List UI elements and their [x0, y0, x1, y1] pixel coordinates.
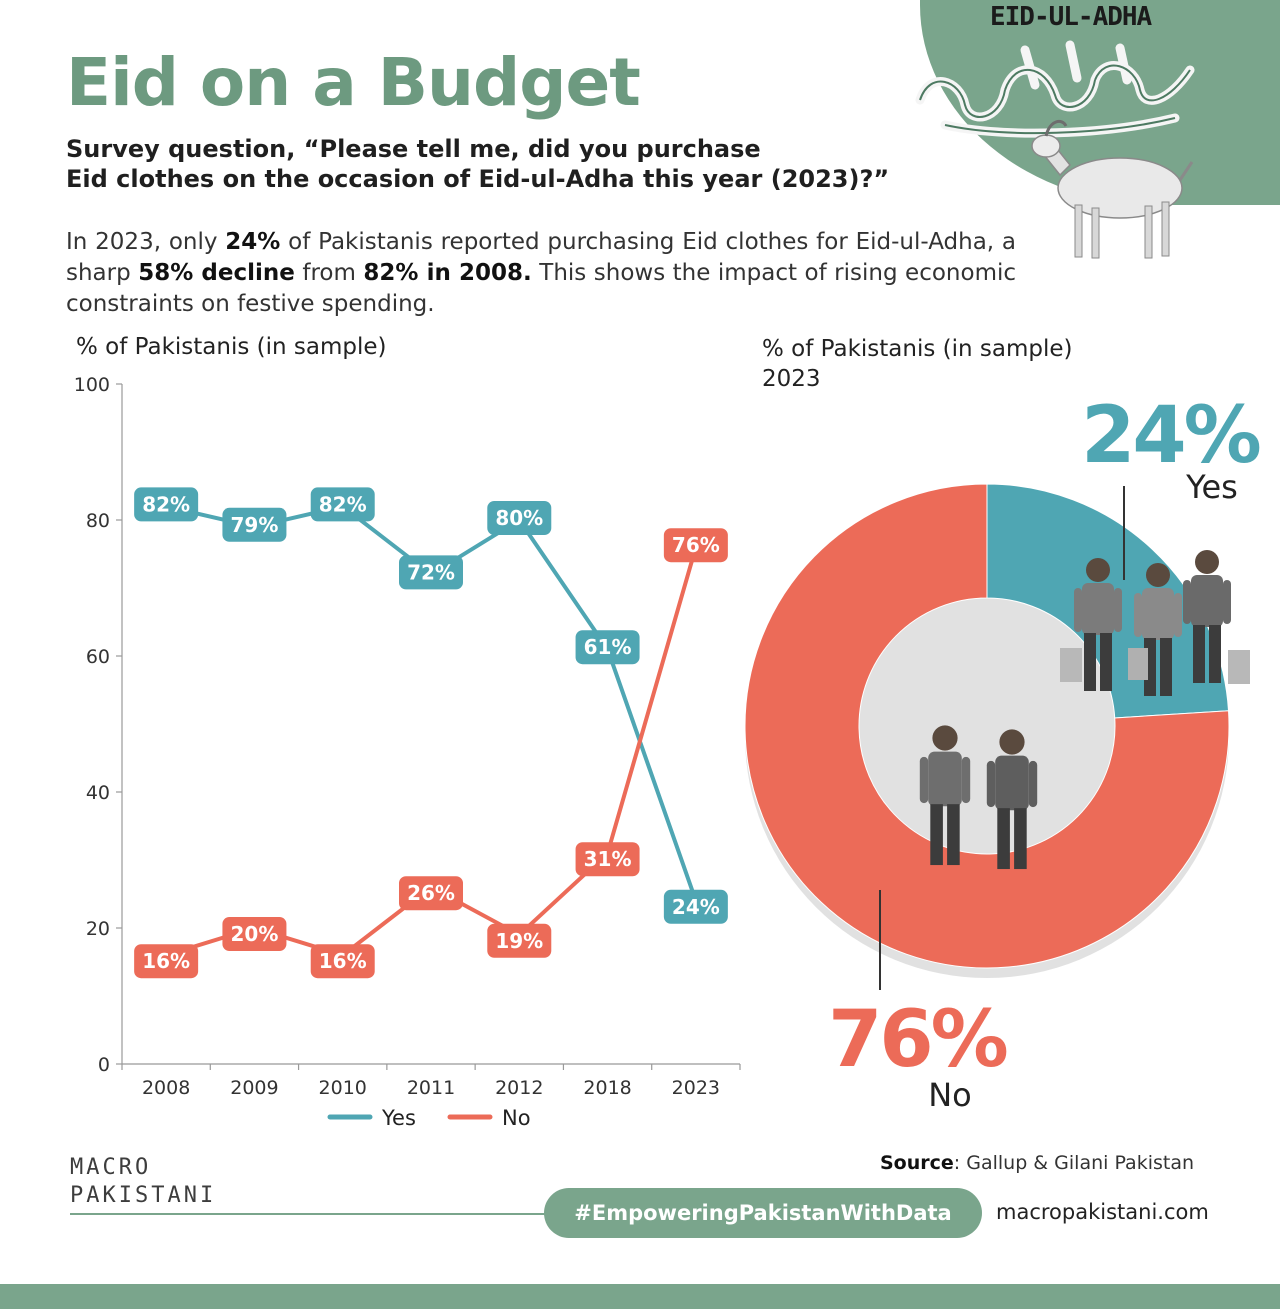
svg-text:76%: 76%: [672, 533, 720, 557]
donut-value-no: 76%: [828, 995, 1007, 1085]
x-tick-label: 2010: [319, 1077, 367, 1099]
svg-text:72%: 72%: [407, 560, 455, 584]
eid-calligraphy-icon: [915, 40, 1195, 138]
data-label-no: 76%: [663, 528, 728, 563]
footer-bar: [0, 1284, 1280, 1309]
svg-text:20%: 20%: [230, 922, 278, 946]
y-tick-label: 20: [86, 918, 110, 940]
survey-question-line1: Survey question, “Please tell me, did yo…: [66, 135, 761, 163]
summary-text: In 2023, only 24% of Pakistanis reported…: [66, 227, 1016, 320]
svg-text:16%: 16%: [319, 949, 367, 973]
survey-question: Survey question, “Please tell me, did yo…: [66, 134, 966, 194]
data-label-yes: 72%: [399, 555, 463, 590]
svg-text:26%: 26%: [407, 881, 455, 905]
source-text: : Gallup & Gilani Pakistan: [953, 1152, 1195, 1174]
x-tick-label: 2011: [407, 1077, 455, 1099]
summary-part: This shows the impact of rising economic…: [66, 260, 1017, 317]
donut-chart-title: % of Pakistanis (in sample) 2023: [762, 334, 1073, 394]
survey-question-line2: Eid clothes on the occasion of Eid-ul-Ad…: [66, 165, 890, 193]
donut-name-yes: Yes: [1185, 468, 1238, 506]
summary-part: of Pakistanis reported purchasing Eid cl…: [66, 229, 1017, 286]
data-label-yes: 79%: [222, 507, 287, 542]
brand-divider: [70, 1213, 550, 1215]
summary-highlight: 82% in 2008.: [363, 260, 532, 286]
brand-line1: MACRO: [70, 1155, 152, 1180]
data-label-no: 19%: [487, 923, 552, 958]
goat-icon: [1031, 119, 1194, 259]
summary-highlight: 24%: [225, 229, 281, 255]
x-tick-label: 2009: [230, 1077, 278, 1099]
x-tick-label: 2008: [142, 1077, 190, 1099]
data-label-yes: 24%: [663, 889, 728, 924]
donut-name-no: No: [928, 1076, 972, 1114]
data-label-yes: 61%: [575, 630, 640, 665]
svg-text:82%: 82%: [319, 492, 367, 516]
summary-part: from: [294, 260, 364, 286]
y-tick-label: 100: [74, 374, 110, 396]
donut-value-yes: 24%: [1081, 391, 1260, 481]
data-label-no: 16%: [134, 944, 199, 979]
data-label-no: 26%: [399, 876, 463, 911]
y-tick-label: 60: [86, 646, 110, 668]
data-label-no: 16%: [310, 944, 375, 979]
svg-text:61%: 61%: [584, 635, 632, 659]
svg-text:No: No: [502, 1106, 531, 1130]
svg-text:16%: 16%: [142, 949, 190, 973]
donut-chart: 24%Yes 76%No: [744, 391, 1263, 1114]
y-tick-label: 40: [86, 782, 110, 804]
summary-highlight: 58% decline: [138, 260, 295, 286]
legend-item-no: No: [447, 1106, 531, 1130]
svg-text:79%: 79%: [230, 513, 278, 537]
svg-text:31%: 31%: [584, 847, 632, 871]
child-figure-icon: [986, 729, 1038, 870]
line-chart-ylabel: % of Pakistanis (in sample): [76, 334, 387, 360]
donut-title: % of Pakistanis (in sample): [762, 336, 1073, 362]
donut-subtitle: 2023: [762, 366, 821, 392]
children-illustration: [919, 550, 1250, 870]
source-note: Source: Gallup & Gilani Pakistan: [880, 1152, 1194, 1174]
summary-part: In 2023, only: [66, 229, 226, 255]
data-label-no: 20%: [222, 917, 287, 951]
x-tick-label: 2023: [672, 1077, 720, 1099]
donut-slice-no: [744, 483, 1230, 969]
child-figure-icon: [1183, 550, 1231, 683]
child-figure-icon: [1134, 563, 1182, 696]
x-tick-label: 2018: [583, 1077, 631, 1099]
shopping-bag-icon: [1228, 650, 1250, 684]
data-label-no: 31%: [575, 842, 640, 877]
svg-text:80%: 80%: [495, 506, 543, 530]
line-chart: 0 20 40 60 80 100 2008 2009 2010 2011 2012 2018 2023…: [74, 374, 741, 1130]
data-label-yes: 80%: [487, 501, 552, 535]
legend-item-yes: Yes: [327, 1106, 416, 1130]
svg-text:82%: 82%: [142, 492, 190, 516]
data-label-yes: 82%: [134, 487, 199, 522]
data-label-yes: 82%: [310, 487, 375, 522]
child-figure-icon: [919, 725, 971, 866]
source-label: Source: [880, 1152, 954, 1174]
y-tick-label: 0: [98, 1054, 110, 1076]
svg-text:24%: 24%: [672, 895, 720, 919]
page-title: Eid on a Budget: [66, 44, 641, 121]
brand-line2: PAKISTANI: [70, 1183, 217, 1208]
x-tick-label: 2012: [495, 1077, 543, 1099]
svg-text:Yes: Yes: [381, 1106, 416, 1130]
hashtag-badge: #EmpoweringPakistanWithData: [544, 1188, 982, 1238]
shopping-bag-icon: [1060, 648, 1082, 682]
shopping-bag-icon: [1128, 648, 1148, 680]
y-tick-label: 80: [86, 510, 110, 532]
eid-ul-adha-tag: EID-UL-ADHA: [990, 2, 1152, 32]
child-figure-icon: [1074, 558, 1122, 691]
brand-logo: MACRO PAKISTANI: [70, 1154, 216, 1210]
svg-text:19%: 19%: [495, 929, 543, 953]
website-link[interactable]: macropakistani.com: [996, 1200, 1209, 1224]
